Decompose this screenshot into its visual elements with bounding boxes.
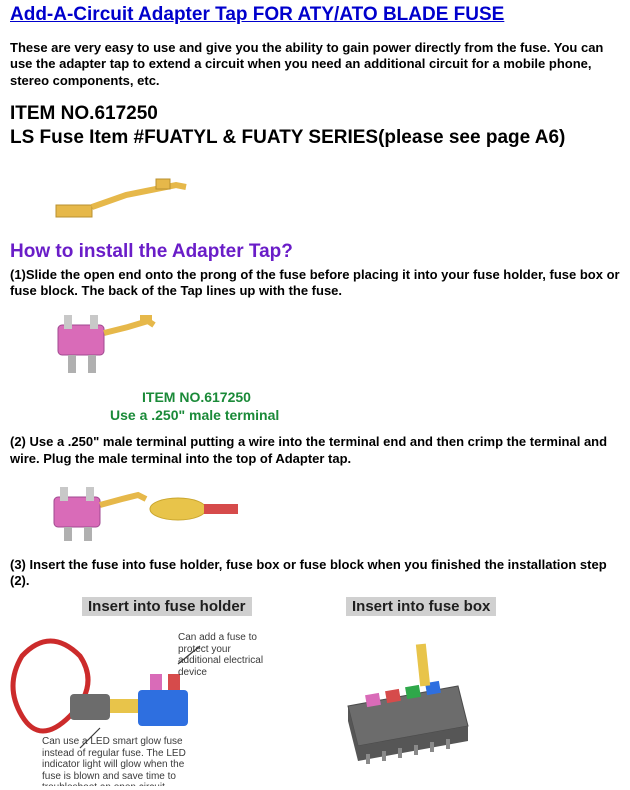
green-label-1: ITEM NO.617250 (142, 389, 620, 407)
step-2: (2) Use a .250" male terminal putting a … (10, 434, 620, 467)
step-1: (1)Slide the open end onto the prong of … (10, 267, 620, 300)
holder-caption: Insert into fuse holder (82, 597, 252, 616)
fusebox-caption: Insert into fuse box (346, 597, 496, 616)
install-options-row: Insert into fuse holder Can add a fuse t… (10, 597, 620, 786)
how-to-heading: How to install the Adapter Tap? (10, 241, 620, 263)
step-3: (3) Insert the fuse into fuse holder, fu… (10, 557, 620, 590)
intro-text: These are very easy to use and give you … (10, 40, 620, 89)
step2-image (38, 475, 620, 545)
fusebox-column: Insert into fuse box (318, 597, 498, 786)
holder-note-2: Can use a LED smart glow fuse instead of… (42, 736, 192, 786)
holder-image: Can add a fuse to protect your additiona… (10, 616, 270, 786)
item-number: ITEM NO.617250 (10, 103, 620, 125)
fusebox-image (318, 616, 498, 786)
holder-column: Insert into fuse holder Can add a fuse t… (10, 597, 270, 786)
ls-fuse-line: LS Fuse Item #FUATYL & FUATY SERIES(plea… (10, 127, 620, 149)
holder-note-1: Can add a fuse to protect your additiona… (178, 632, 268, 678)
step1-image (38, 307, 620, 377)
adapter-tap-image (46, 169, 620, 229)
page-title: Add-A-Circuit Adapter Tap FOR ATY/ATO BL… (10, 4, 620, 26)
green-label-2: Use a .250" male terminal (110, 407, 620, 425)
